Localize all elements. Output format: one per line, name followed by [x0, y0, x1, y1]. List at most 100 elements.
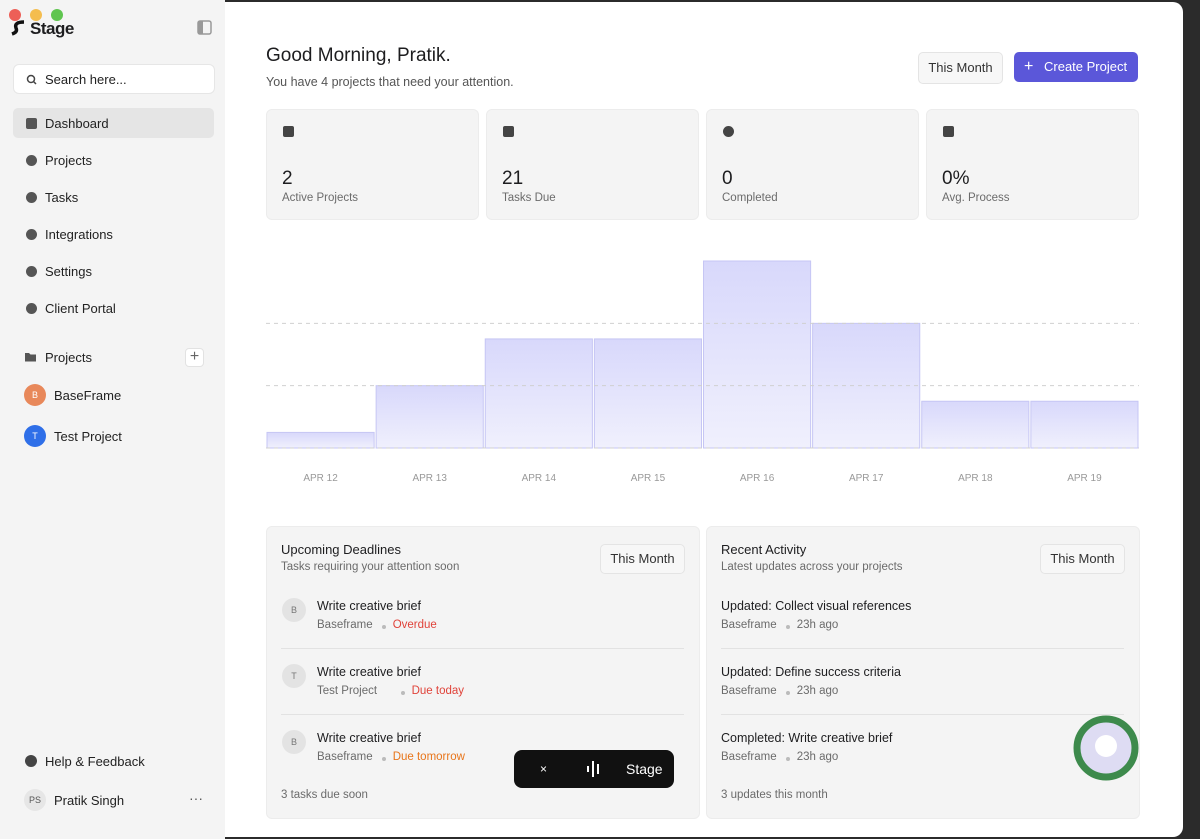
search-placeholder: Search here...: [45, 72, 127, 87]
bar: [1030, 400, 1139, 449]
dot: [381, 757, 386, 761]
nav-label: Dashboard: [45, 116, 109, 131]
x-tick-label: APR 14: [522, 473, 557, 484]
button-label: Create Project: [1044, 59, 1128, 74]
user-name[interactable]: Pratik Singh: [54, 793, 125, 808]
bar: [375, 385, 484, 449]
record-button[interactable]: [1070, 712, 1142, 784]
filter-button[interactable]: This Month: [600, 544, 685, 574]
panel-title: Recent Activity: [721, 542, 807, 557]
stat-value: 0: [722, 168, 733, 189]
project-name[interactable]: Test Project: [54, 429, 122, 444]
nav-label: Integrations: [45, 227, 113, 242]
dot: [785, 691, 790, 695]
add-project[interactable]: +: [185, 348, 204, 367]
nav-label: Tasks: [45, 190, 79, 205]
x-tick-label: APR 17: [849, 473, 884, 484]
bar: [266, 431, 375, 449]
dot: [785, 625, 790, 629]
item-project: Baseframe: [721, 685, 777, 697]
stat-icon: [943, 126, 954, 137]
bar: [593, 338, 702, 449]
window-controls: [9, 9, 63, 36]
stat-label: Avg. Process: [942, 192, 1010, 204]
item-project: Baseframe: [317, 751, 373, 763]
main: Good Morning, Pratik. You have 4 projects…: [225, 2, 1183, 837]
search-box[interactable]: Search here...: [13, 64, 215, 94]
nav-item[interactable]: Tasks: [13, 182, 214, 212]
nav-icon: [26, 266, 37, 277]
dot: [381, 625, 386, 629]
project-avatar: B: [24, 384, 46, 406]
nav-icon: [26, 303, 37, 314]
item-title[interactable]: Updated: Define success criteria: [721, 665, 901, 679]
nav-label: Projects: [45, 153, 92, 168]
project-name[interactable]: BaseFrame: [54, 388, 122, 403]
folder-icon: [25, 353, 36, 362]
recorder-close[interactable]: ×: [540, 762, 548, 776]
stat-icon: [723, 126, 734, 137]
subtitle: You have 4 projects that need your atten…: [266, 75, 514, 89]
filter-button[interactable]: This Month: [1040, 544, 1125, 574]
chart: APR 12 APR 13 APR 14 APR 15 APR 16 APR 17 APR …: [266, 260, 1139, 484]
x-tick-label: APR 18: [958, 473, 993, 484]
nav-icon: [26, 155, 37, 166]
item-project: Baseframe: [721, 751, 777, 763]
activity-panel: Recent Activity Latest updates across you…: [706, 526, 1140, 819]
divider: [721, 648, 1124, 649]
recorder-wave: [587, 761, 599, 777]
panel-footer: 3 updates this month: [721, 789, 828, 801]
x-tick-label: APR 15: [631, 473, 666, 484]
nav-item[interactable]: Integrations: [13, 219, 214, 249]
logo: Stage: [30, 19, 74, 38]
bar: [921, 400, 1030, 449]
stat-value: 2: [282, 168, 293, 189]
nav-label: Settings: [45, 264, 92, 279]
user-avatar: PS: [24, 789, 46, 811]
item-title[interactable]: Write creative brief: [317, 731, 421, 745]
x-tick-label: APR 19: [1067, 473, 1102, 484]
nav-icon: [26, 192, 37, 203]
nav-item[interactable]: Client Portal: [13, 293, 214, 323]
x-tick-label: APR 16: [740, 473, 775, 484]
nav-item[interactable]: Settings: [13, 256, 214, 286]
divider: [721, 714, 1124, 715]
x-tick-label: APR 13: [412, 473, 447, 484]
item-project: Baseframe: [317, 619, 373, 631]
nav-item[interactable]: Dashboard: [13, 108, 214, 138]
stat-label: Tasks Due: [502, 192, 556, 204]
bar: [703, 260, 812, 449]
create-project-button[interactable]: + Create Project: [1014, 52, 1138, 82]
nav-label: Client Portal: [45, 301, 116, 316]
dot: [400, 691, 405, 695]
item-title[interactable]: Write creative brief: [317, 599, 421, 613]
collapse-icon[interactable]: [197, 20, 213, 36]
item-avatar: B: [282, 598, 306, 622]
item-avatar: T: [282, 664, 306, 688]
panel-subtitle: Latest updates across your projects: [721, 561, 903, 573]
filter-button[interactable]: This Month: [918, 52, 1003, 84]
item-time: 23h ago: [796, 751, 839, 763]
project-avatar: T: [24, 425, 46, 447]
help-link[interactable]: Help & Feedback: [45, 754, 145, 769]
item-status: Due today: [411, 685, 465, 697]
nav-icon: [26, 118, 37, 129]
item-avatar: B: [282, 730, 306, 754]
item-title[interactable]: Completed: Write creative brief: [721, 731, 893, 745]
stat-card: 0% Avg. Process: [926, 109, 1139, 220]
item-project: Baseframe: [721, 619, 777, 631]
projects-title: Projects: [45, 350, 92, 365]
stat-label: Active Projects: [282, 192, 359, 204]
plus-icon: +: [1024, 58, 1034, 75]
nav-item[interactable]: Projects: [13, 145, 214, 175]
user-menu[interactable]: ···: [189, 790, 203, 806]
item-status: Overdue: [392, 619, 437, 631]
search-icon: [26, 74, 37, 85]
item-title[interactable]: Updated: Collect visual references: [721, 599, 912, 613]
item-project: Test Project: [317, 685, 378, 697]
divider: [281, 714, 684, 715]
stat-icon: [503, 126, 514, 137]
stat-card: 0 Completed: [706, 109, 919, 220]
item-title[interactable]: Write creative brief: [317, 665, 421, 679]
panel-title: Upcoming Deadlines: [281, 542, 401, 557]
